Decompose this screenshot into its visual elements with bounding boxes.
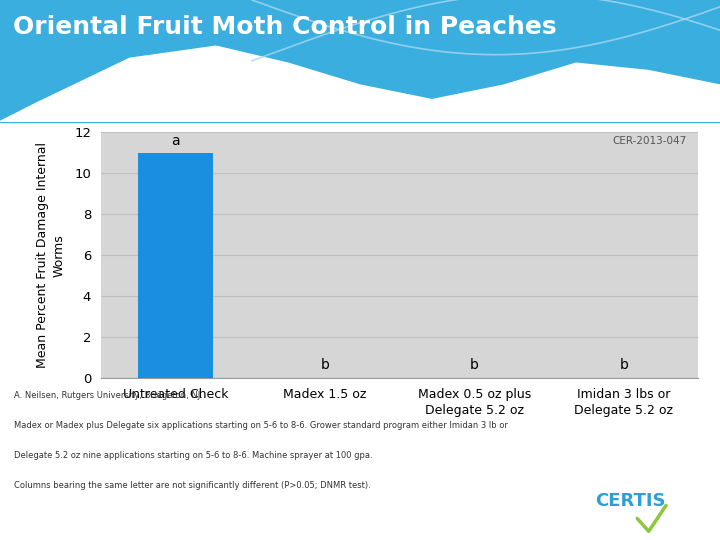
Bar [138,153,213,378]
Polygon shape [0,46,720,122]
Text: b: b [320,358,329,372]
Text: Columns bearing the same letter are not significantly different (P>0.05; DNMR te: Columns bearing the same letter are not … [14,481,371,490]
Text: Delegate 5.2 oz nine applications starting on 5-6 to 8-6. Machine sprayer at 100: Delegate 5.2 oz nine applications starti… [14,451,373,460]
Text: Madex or Madex plus Delegate six applications starting on 5-6 to 8-6. Grower sta: Madex or Madex plus Delegate six applica… [14,421,508,430]
Text: b: b [470,358,479,372]
Text: CER-2013-047: CER-2013-047 [612,136,686,146]
Text: a: a [171,134,180,147]
Text: b: b [619,358,628,372]
Y-axis label: Mean Percent Fruit Damage Internal
Worms: Mean Percent Fruit Damage Internal Worms [36,142,66,368]
Text: CERTIS: CERTIS [595,492,665,510]
Text: A. Neilsen, Rutgers University, Bridgeton, NJ.: A. Neilsen, Rutgers University, Bridgeto… [14,392,203,401]
Text: Oriental Fruit Moth Control in Peaches: Oriental Fruit Moth Control in Peaches [13,15,557,38]
